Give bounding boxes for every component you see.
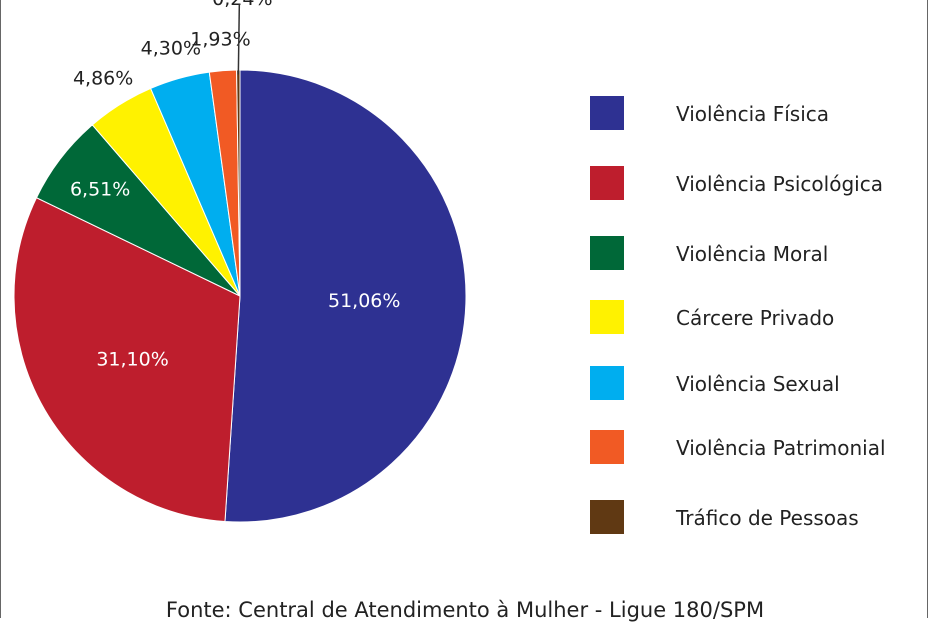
legend-label: Violência Sexual: [676, 372, 840, 396]
pie-value-label-trafico-de-pessoas: 0,24%: [212, 0, 272, 10]
pie-value-label-carcere-privado: 4,86%: [73, 67, 133, 89]
legend-label: Violência Patrimonial: [676, 436, 886, 460]
leader-line: [237, 3, 241, 75]
legend-swatch: [590, 236, 624, 270]
pie-slices: [13, 69, 467, 523]
pie-labels: 51,06% 31,10% 6,51% 4,86% 4,30%1,93% 0,24%: [70, 0, 401, 371]
legend-label: Violência Física: [676, 102, 830, 126]
pie-value-label-violencia-patrimonial: 1,93%: [190, 29, 250, 51]
legend-swatch: [590, 96, 624, 130]
legend-label: Violência Moral: [676, 242, 829, 266]
legend-swatch: [590, 300, 624, 334]
legend-swatch: [590, 430, 624, 464]
pie-value-label-violencia-sexual: 4,30%: [141, 37, 201, 59]
legend-item-violencia-sexual: Violência Sexual: [590, 366, 925, 400]
legend-item-violencia-psicologica: Violência Psicológica: [590, 166, 925, 200]
legend-swatch: [590, 366, 624, 400]
legend-label: Violência Psicológica: [676, 172, 883, 196]
legend-swatch: [590, 500, 624, 534]
legend-item-trafico-de-pessoas: Tráfico de Pessoas: [590, 500, 925, 534]
pie-slice-violencia-psicologica: [13, 197, 241, 523]
legend-item-carcere-privado: Cárcere Privado: [590, 300, 925, 334]
pie-value-label-violencia-moral: 6,51%: [70, 179, 130, 201]
legend-item-violencia-fisica: Violência Física: [590, 96, 925, 130]
legend-item-violencia-moral: Violência Moral: [590, 236, 925, 270]
legend-label: Tráfico de Pessoas: [676, 506, 859, 530]
legend-swatch: [590, 166, 624, 200]
source-note: Fonte: Central de Atendimento à Mulher -…: [165, 598, 765, 622]
legend-label: Cárcere Privado: [676, 306, 835, 330]
pie-slice-violencia-fisica: [224, 69, 467, 523]
pie-value-label-violencia-fisica: 51,06%: [328, 290, 400, 312]
legend-item-violencia-patrimonial: Violência Patrimonial: [590, 430, 925, 464]
pie-value-label-violencia-psicologica: 31,10%: [96, 349, 168, 371]
